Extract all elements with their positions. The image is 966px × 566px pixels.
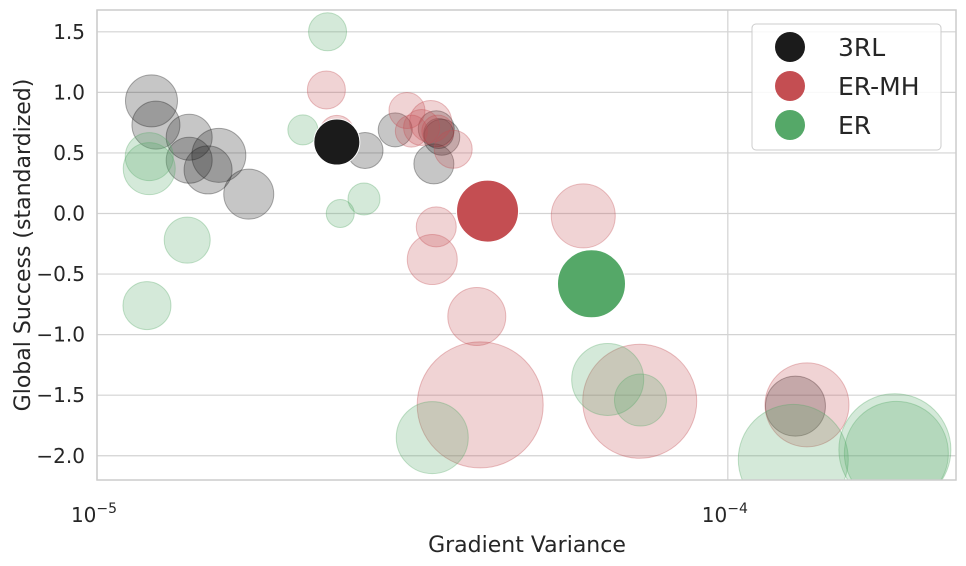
3rl-point	[191, 127, 247, 183]
3rl-point	[124, 74, 178, 128]
er-legend-marker	[775, 110, 805, 140]
x-tick-labels: 10−5 10−4	[71, 501, 748, 527]
er-highlight-point	[556, 249, 626, 319]
y-tick-label: 0.0	[53, 202, 85, 226]
x-tick-label: 10−5	[71, 501, 117, 527]
er-point	[287, 114, 319, 146]
er-point	[325, 199, 355, 229]
y-tick-label: −1.5	[36, 383, 85, 407]
3rl-point	[165, 113, 213, 161]
3rl-point	[223, 168, 275, 220]
y-tick-label: −0.5	[36, 262, 85, 286]
er-mh-point	[306, 70, 346, 110]
er-mh-point	[433, 129, 473, 169]
er-mh-point	[388, 92, 426, 130]
3rl-point	[413, 143, 455, 185]
er-legend-label: ER	[838, 111, 871, 140]
er-mh-point	[447, 286, 507, 346]
y-axis-label: Global Success (standardized)	[11, 79, 36, 412]
x-tick-label: 10−4	[702, 501, 748, 527]
er-mh-highlight-point	[456, 179, 520, 243]
y-tick-label: −1.0	[36, 323, 85, 347]
y-tick-labels: 1.5 1.0 0.5 0.0 −0.5 −1.0 −1.5 −2.0	[36, 20, 85, 468]
er-mh-point	[550, 183, 616, 249]
er-point	[347, 182, 381, 216]
er-point	[124, 132, 174, 182]
3rl-point	[423, 118, 461, 156]
er-mh-point	[409, 99, 453, 143]
er-mh-point	[416, 341, 544, 469]
er-mh-point	[406, 234, 458, 286]
er-point	[395, 401, 469, 475]
er-mh-point	[421, 114, 455, 148]
x-axis-label: Gradient Variance	[428, 533, 626, 558]
er-point	[571, 342, 645, 416]
er-point	[163, 216, 211, 264]
3rl-highlight-point	[313, 118, 361, 166]
3rl-point	[183, 145, 233, 195]
er-point	[843, 400, 949, 480]
bubble-layer	[122, 12, 952, 480]
er-point	[737, 403, 849, 480]
3rl-point	[764, 375, 826, 437]
er-point	[613, 373, 667, 427]
er-mh-point	[764, 362, 850, 448]
y-tick-label: −2.0	[36, 444, 85, 468]
er-mh-point	[403, 109, 441, 146]
3rl-legend-marker	[775, 32, 805, 62]
er-mh-point	[415, 206, 457, 248]
3rl-point	[377, 112, 413, 148]
er-mh-point	[582, 343, 698, 459]
y-tick-label: 0.5	[53, 141, 85, 165]
y-tick-label: 1.5	[53, 20, 85, 44]
y-tick-label: 1.0	[53, 80, 85, 104]
er-mh-point	[394, 114, 428, 148]
er-point	[308, 12, 348, 52]
3rl-point	[417, 110, 455, 148]
er-point	[838, 393, 952, 480]
er-point	[122, 281, 172, 331]
legend: 3RL ER-MH ER	[751, 23, 942, 151]
3rl-point	[165, 136, 213, 184]
er-point	[122, 142, 176, 196]
3rl-legend-label: 3RL	[838, 33, 885, 62]
3rl-point	[423, 118, 455, 150]
plot-frame	[96, 9, 957, 481]
er-mh-legend-marker	[775, 71, 805, 101]
3rl-point	[131, 100, 181, 150]
er-mh-legend-label: ER-MH	[838, 72, 920, 101]
